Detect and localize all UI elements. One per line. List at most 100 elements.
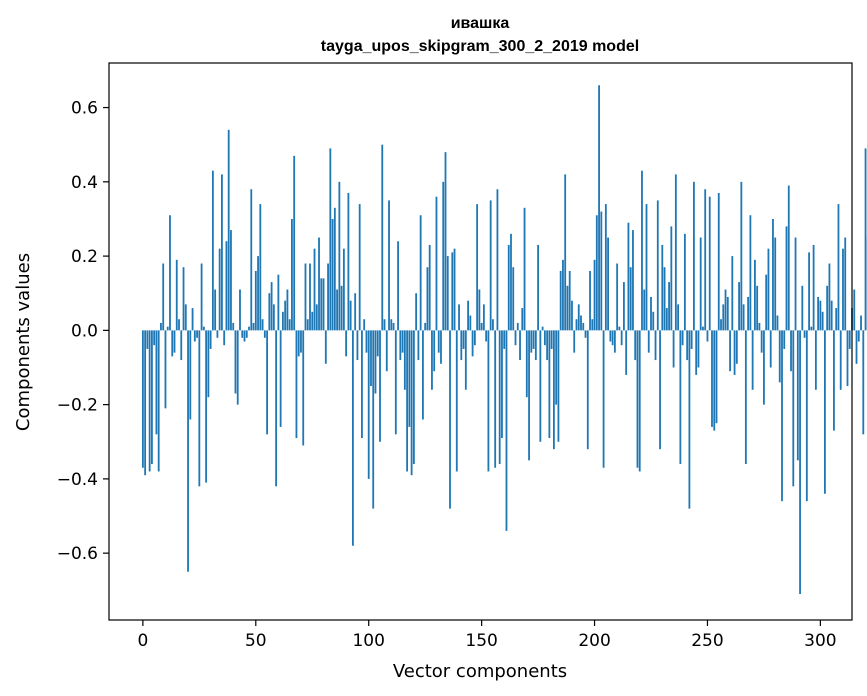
bar <box>848 330 851 349</box>
bar <box>153 330 156 346</box>
bar <box>715 330 718 424</box>
bar <box>571 300 573 331</box>
bar <box>537 244 539 331</box>
bar <box>492 319 494 331</box>
bar <box>449 330 451 509</box>
bar <box>462 330 465 349</box>
bar <box>164 330 167 409</box>
bar <box>455 330 458 472</box>
bar <box>753 259 756 331</box>
bar <box>539 330 542 442</box>
x-axis-label: Vector components <box>393 661 567 682</box>
bar <box>467 300 469 331</box>
bar <box>781 330 783 502</box>
bar <box>830 300 833 331</box>
bar <box>173 330 176 353</box>
bar <box>855 330 858 364</box>
bar <box>151 330 153 465</box>
bar <box>600 211 603 331</box>
bar <box>604 204 607 331</box>
bar <box>812 244 815 331</box>
bar <box>674 174 677 331</box>
bar <box>157 330 160 472</box>
bar <box>464 330 467 390</box>
y-tick-label: 0.0 <box>71 321 98 341</box>
bar <box>148 330 151 472</box>
bar <box>534 330 537 361</box>
bar <box>403 330 406 390</box>
bar <box>444 152 447 331</box>
bar <box>216 330 219 338</box>
bar <box>349 300 352 331</box>
bar <box>295 330 298 439</box>
bar <box>175 259 178 331</box>
bar <box>530 330 533 353</box>
bar <box>550 330 553 349</box>
bar <box>668 282 670 331</box>
bar <box>309 263 311 331</box>
bar <box>431 330 433 390</box>
bar <box>564 174 567 331</box>
bar <box>232 322 235 331</box>
bar <box>257 256 259 331</box>
bar <box>688 330 691 509</box>
bar <box>772 218 774 331</box>
bar <box>297 330 300 357</box>
bar <box>160 322 162 331</box>
bar <box>697 330 700 368</box>
bar <box>598 85 600 331</box>
bar <box>480 322 483 331</box>
bar <box>327 263 329 331</box>
bar <box>370 330 372 387</box>
bar <box>333 207 336 331</box>
bar <box>568 270 571 331</box>
bar <box>365 330 368 353</box>
bar <box>223 330 226 346</box>
bar <box>790 330 792 372</box>
bar <box>487 330 490 472</box>
bar <box>440 330 442 364</box>
bar <box>293 155 296 331</box>
bar <box>417 330 420 361</box>
bar <box>279 330 282 427</box>
bar <box>810 326 813 331</box>
bar <box>853 289 856 331</box>
bar <box>281 311 284 331</box>
bar-series <box>141 85 867 595</box>
x-tick-label: 50 <box>245 631 267 651</box>
bar <box>699 237 702 331</box>
bar <box>528 330 530 461</box>
bar <box>433 330 436 372</box>
y-tick-label: −0.6 <box>57 544 98 564</box>
bar <box>354 293 357 331</box>
bar <box>383 319 386 331</box>
bar <box>607 237 609 331</box>
bar <box>543 330 546 346</box>
bar <box>306 319 309 331</box>
bar <box>422 330 424 420</box>
bar <box>860 315 862 331</box>
bar <box>740 181 743 331</box>
bar <box>566 285 569 331</box>
bar <box>503 330 506 349</box>
bar <box>844 237 847 331</box>
bar <box>625 330 628 375</box>
bar <box>394 330 397 435</box>
bar <box>663 267 666 331</box>
bar <box>702 326 704 331</box>
bar <box>288 319 291 331</box>
bar <box>722 304 725 331</box>
bar <box>234 330 237 394</box>
bar <box>284 300 287 331</box>
bar <box>817 296 820 331</box>
bar <box>243 330 246 342</box>
bar <box>747 296 750 331</box>
bar <box>577 304 580 331</box>
bar <box>654 330 657 361</box>
bar <box>376 330 379 357</box>
bar <box>562 259 564 331</box>
bar <box>473 330 476 346</box>
bar <box>803 330 806 338</box>
bar <box>248 326 250 331</box>
bar <box>415 293 418 331</box>
